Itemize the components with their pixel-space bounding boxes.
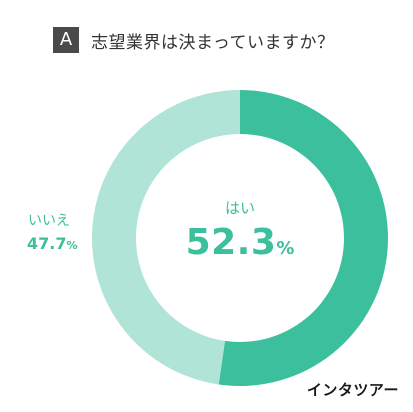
no-label: いいえ (28, 213, 70, 229)
question-badge: A (53, 27, 79, 53)
donut-slice-yes (218, 90, 388, 386)
no-value-unit: % (66, 239, 78, 252)
no-value-number: 47.7 (27, 234, 67, 253)
donut-slice-no (91, 90, 240, 385)
yes-value: 52.3% (186, 222, 295, 263)
brand-logo: インタツアー (306, 381, 399, 399)
no-value: 47.7% (27, 234, 78, 253)
question-header: A 志望業界は決まっていますか？ (53, 27, 334, 53)
donut-slices (91, 90, 388, 386)
yes-value-number: 52.3 (185, 222, 277, 263)
question-title: 志望業界は決まっていますか？ (91, 32, 335, 53)
yes-value-unit: % (276, 238, 295, 259)
yes-label: はい (224, 199, 256, 217)
